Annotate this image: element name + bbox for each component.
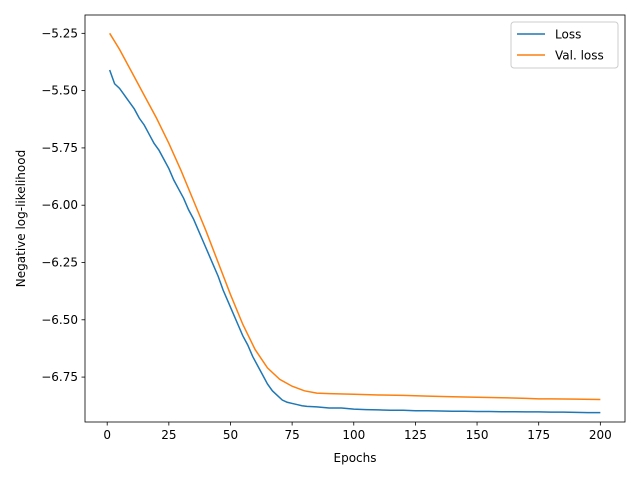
y-tick-label: −6.75 [41, 370, 78, 384]
x-tick-label: 175 [527, 428, 550, 442]
x-tick-label: 150 [466, 428, 489, 442]
y-axis-label: Negative log-likelihood [14, 150, 28, 287]
x-axis-ticks: 0 25 50 75 100 125 150 175 200 [103, 422, 612, 442]
y-tick-label: −5.50 [41, 84, 78, 98]
y-tick-label: −5.75 [41, 141, 78, 155]
y-tick-label: −5.25 [41, 26, 78, 40]
x-tick-label: 200 [589, 428, 612, 442]
y-tick-label: −6.50 [41, 313, 78, 327]
x-axis-label: Epochs [334, 451, 377, 465]
plot-lines [108, 32, 601, 414]
y-tick-label: −6.25 [41, 256, 78, 270]
y-tick-label: −6.00 [41, 198, 78, 212]
series-line-2 [109, 32, 601, 401]
x-tick-label: 50 [223, 428, 238, 442]
legend-label: Val. loss [555, 49, 604, 63]
series-line-1 [108, 69, 601, 414]
legend-label: Loss [555, 28, 581, 42]
y-axis-ticks: −6.75 −6.50 −6.25 −6.00 −5.75 −5.50 −5.25 [41, 26, 85, 384]
plot-frame [84, 14, 626, 423]
x-tick-label: 100 [342, 428, 365, 442]
x-tick-label: 75 [284, 428, 299, 442]
x-tick-label: 0 [103, 428, 111, 442]
x-tick-label: 25 [161, 428, 176, 442]
legend: Loss Val. loss [510, 21, 619, 69]
x-tick-label: 125 [404, 428, 427, 442]
